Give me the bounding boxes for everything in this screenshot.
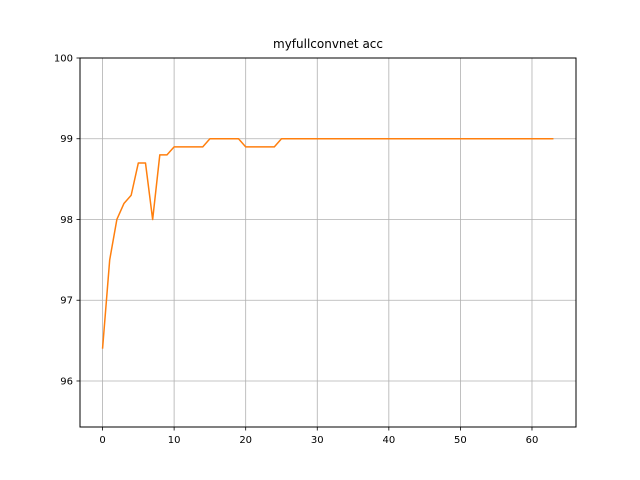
y-tick-label: 96 bbox=[60, 376, 73, 387]
x-tick-label: 40 bbox=[382, 435, 395, 446]
x-tick-label: 20 bbox=[239, 435, 252, 446]
y-tick-label: 98 bbox=[60, 215, 73, 226]
y-tick-label: 97 bbox=[60, 296, 73, 307]
y-axis: 96 97 98 99 100 bbox=[54, 54, 80, 387]
x-axis: 0 10 20 30 40 50 60 bbox=[99, 427, 538, 446]
series-line bbox=[101, 137, 554, 349]
y-tick-label: 100 bbox=[54, 54, 73, 65]
x-tick-label: 50 bbox=[454, 435, 467, 446]
y-tick-label: 99 bbox=[60, 134, 73, 145]
chart-title: myfullconvnet acc bbox=[273, 37, 383, 51]
series-layer bbox=[101, 137, 554, 349]
x-tick-label: 30 bbox=[311, 435, 324, 446]
x-tick-label: 60 bbox=[526, 435, 539, 446]
x-tick-label: 10 bbox=[168, 435, 181, 446]
x-tick-label: 0 bbox=[99, 435, 105, 446]
plot-frame bbox=[79, 57, 577, 428]
